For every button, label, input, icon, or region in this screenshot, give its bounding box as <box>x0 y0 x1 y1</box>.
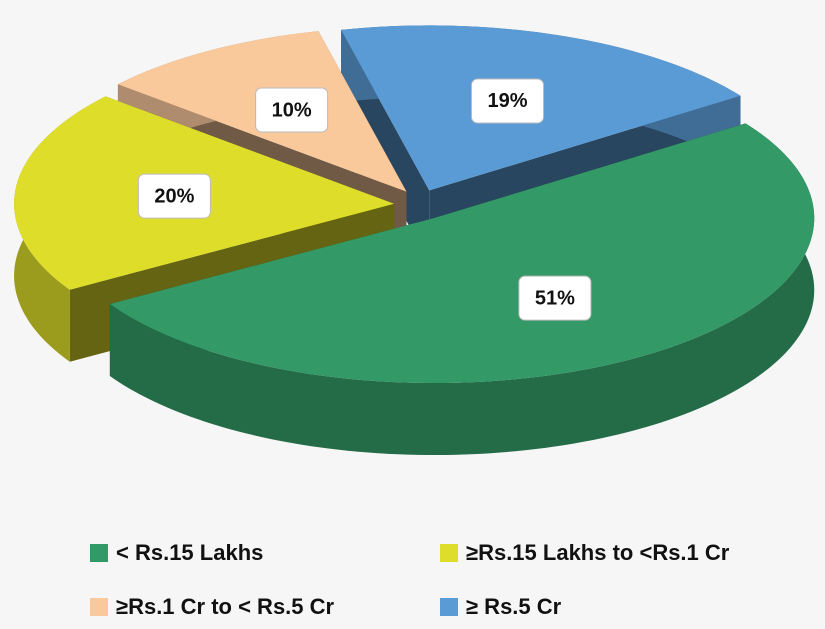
data-label: 10% <box>272 99 312 121</box>
legend-swatch <box>90 544 108 562</box>
legend-label: ≥Rs.1 Cr to < Rs.5 Cr <box>116 594 335 619</box>
data-label: 51% <box>535 287 575 309</box>
label-box <box>470 78 544 124</box>
label-box <box>255 87 329 133</box>
data-label: 20% <box>154 185 194 207</box>
legend-swatch <box>90 598 108 616</box>
legend-label: ≥Rs.15 Lakhs to <Rs.1 Cr <box>466 540 730 565</box>
label-box <box>137 173 211 219</box>
slice <box>109 123 815 456</box>
legend-swatch <box>440 544 458 562</box>
label-box <box>518 275 592 321</box>
legend-swatch <box>440 598 458 616</box>
legend-label: < Rs.15 Lakhs <box>116 540 263 565</box>
slice-top <box>109 123 815 384</box>
legend-label: ≥ Rs.5 Cr <box>466 594 562 619</box>
slice-side <box>109 123 815 456</box>
data-label: 19% <box>487 90 527 112</box>
